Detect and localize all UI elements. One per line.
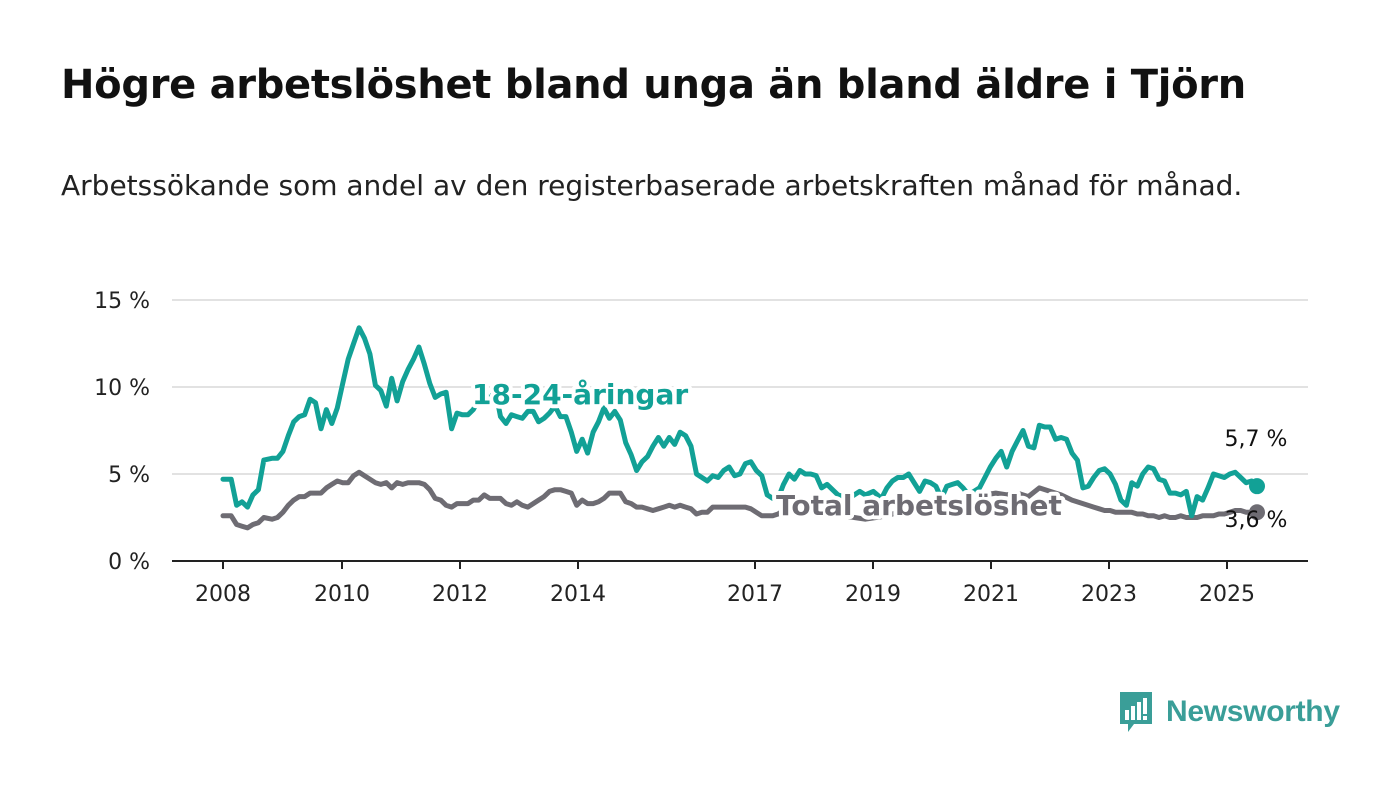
- series-lines: [220, 325, 1265, 531]
- y-tick-label: 5 %: [108, 463, 150, 488]
- series-label-total: Total arbetslöshet: [776, 489, 1062, 522]
- brand-name: Newsworthy: [1166, 695, 1340, 728]
- y-tick-label: 10 %: [94, 376, 150, 401]
- x-tick-label: 2014: [550, 582, 606, 607]
- series-line-0: [220, 325, 1260, 519]
- y-tick-label: 15 %: [94, 289, 150, 314]
- series-label-youth-halo: 18-24-åringar: [472, 378, 688, 411]
- y-tick-label: 0 %: [108, 550, 150, 575]
- end-value-total: 3,6 %: [1225, 508, 1288, 533]
- x-tick-label: 2008: [195, 582, 251, 607]
- series-end-dot: [1249, 504, 1265, 521]
- series-label-youth: 18-24-åringar: [472, 378, 688, 411]
- series-end-dot: [1249, 478, 1265, 495]
- end-value-youth: 5,7 %: [1225, 427, 1288, 452]
- x-tick-label: 2012: [432, 582, 488, 607]
- newsworthy-logo: Newsworthy: [1118, 690, 1340, 734]
- chart-subtitle: Arbetssökande som andel av den registerb…: [61, 169, 1243, 202]
- x-tick-label: 2019: [845, 582, 901, 607]
- x-tick-label: 2010: [314, 582, 370, 607]
- y-axis: 0 % 5 % 10 % 15 %: [94, 289, 150, 575]
- series-label-total-halo: Total arbetslöshet: [776, 489, 1062, 522]
- x-axis: 2008 2010 2012 2014 2017 2019 2021 2023 2025: [172, 560, 1308, 607]
- x-tick-label: 2025: [1199, 582, 1255, 607]
- bar-chart-speech-bubble-icon: [1120, 692, 1152, 732]
- x-tick-label: 2023: [1081, 582, 1137, 607]
- series-line-1: [220, 469, 1260, 531]
- chart-title: Högre arbetslöshet bland unga än bland ä…: [61, 62, 1246, 108]
- x-tick-label: 2017: [727, 582, 783, 607]
- x-tick-label: 2021: [963, 582, 1019, 607]
